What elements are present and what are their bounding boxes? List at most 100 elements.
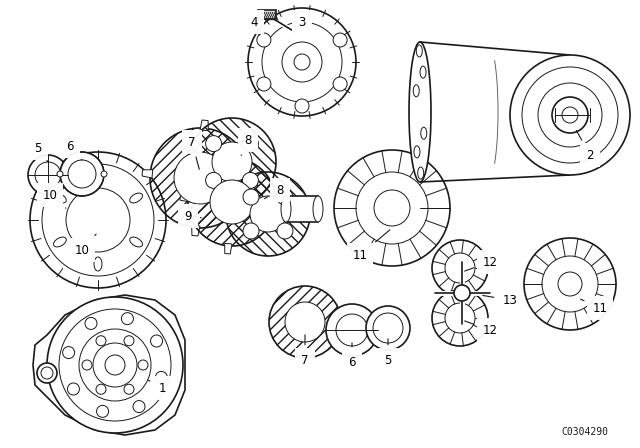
Ellipse shape	[130, 237, 143, 247]
Circle shape	[205, 136, 221, 151]
Circle shape	[59, 309, 171, 421]
Ellipse shape	[130, 193, 143, 203]
Text: 5: 5	[384, 339, 392, 366]
Circle shape	[524, 238, 616, 330]
Circle shape	[373, 313, 403, 343]
Text: 6: 6	[348, 343, 356, 369]
Ellipse shape	[54, 193, 67, 203]
Text: 2: 2	[577, 130, 594, 161]
Circle shape	[66, 188, 130, 252]
Circle shape	[356, 172, 428, 244]
Circle shape	[205, 172, 221, 189]
Polygon shape	[191, 225, 200, 236]
Ellipse shape	[418, 167, 424, 179]
Circle shape	[101, 171, 107, 177]
Circle shape	[542, 256, 598, 312]
Text: 10: 10	[43, 189, 66, 208]
Circle shape	[250, 196, 286, 232]
Circle shape	[60, 152, 104, 196]
Circle shape	[558, 272, 582, 296]
Ellipse shape	[420, 127, 427, 139]
Polygon shape	[180, 195, 191, 202]
Text: 13: 13	[483, 293, 517, 306]
Circle shape	[374, 190, 410, 226]
Circle shape	[432, 240, 488, 296]
Circle shape	[97, 405, 109, 418]
Circle shape	[105, 355, 125, 375]
Circle shape	[150, 335, 163, 347]
Circle shape	[295, 11, 309, 25]
Circle shape	[47, 297, 183, 433]
Circle shape	[41, 367, 53, 379]
Circle shape	[82, 360, 92, 370]
Ellipse shape	[54, 237, 67, 247]
Polygon shape	[273, 202, 284, 209]
Circle shape	[96, 384, 106, 394]
Circle shape	[93, 343, 137, 387]
Ellipse shape	[94, 257, 102, 271]
Circle shape	[454, 285, 470, 301]
Circle shape	[248, 8, 356, 116]
Polygon shape	[225, 243, 232, 254]
Circle shape	[333, 77, 347, 91]
Text: 8: 8	[264, 184, 284, 198]
Circle shape	[262, 22, 342, 102]
Text: 4: 4	[250, 16, 268, 29]
Circle shape	[538, 83, 602, 147]
Circle shape	[243, 223, 259, 239]
Ellipse shape	[416, 45, 422, 57]
Circle shape	[212, 142, 252, 182]
Text: 10: 10	[75, 234, 96, 257]
Polygon shape	[247, 178, 258, 186]
Circle shape	[294, 54, 310, 70]
Circle shape	[68, 160, 96, 188]
Circle shape	[28, 155, 68, 195]
Circle shape	[295, 99, 309, 113]
Circle shape	[285, 302, 325, 342]
Ellipse shape	[420, 66, 426, 78]
Circle shape	[63, 347, 75, 358]
Circle shape	[333, 33, 347, 47]
Bar	[286, 196, 318, 222]
Circle shape	[243, 189, 259, 205]
Circle shape	[124, 336, 134, 346]
Polygon shape	[33, 295, 185, 435]
Circle shape	[445, 253, 475, 283]
Circle shape	[257, 33, 271, 47]
Text: 12: 12	[465, 321, 497, 336]
Polygon shape	[200, 120, 209, 131]
Circle shape	[210, 180, 254, 224]
Circle shape	[30, 152, 166, 288]
Circle shape	[67, 383, 79, 395]
Circle shape	[282, 42, 322, 82]
Circle shape	[79, 329, 151, 401]
Ellipse shape	[94, 169, 102, 183]
Bar	[258, 10, 276, 19]
Circle shape	[510, 55, 630, 175]
Circle shape	[122, 313, 133, 325]
Ellipse shape	[313, 196, 323, 222]
Circle shape	[445, 303, 475, 333]
Text: 12: 12	[465, 255, 497, 271]
Circle shape	[138, 360, 148, 370]
Circle shape	[326, 304, 378, 356]
Text: 11: 11	[353, 230, 390, 262]
Ellipse shape	[414, 146, 420, 158]
Circle shape	[336, 314, 368, 346]
Polygon shape	[142, 170, 153, 178]
Ellipse shape	[413, 85, 419, 97]
Circle shape	[133, 401, 145, 413]
Text: 7: 7	[188, 135, 199, 169]
Ellipse shape	[281, 196, 291, 222]
Text: C0304290: C0304290	[561, 427, 609, 437]
Polygon shape	[232, 150, 239, 161]
Circle shape	[42, 164, 154, 276]
Circle shape	[96, 336, 106, 346]
Circle shape	[277, 223, 293, 239]
Circle shape	[85, 318, 97, 329]
Circle shape	[522, 67, 618, 163]
Text: 11: 11	[580, 299, 607, 314]
Text: 6: 6	[67, 139, 82, 160]
Text: 3: 3	[298, 16, 306, 29]
Circle shape	[562, 107, 578, 123]
